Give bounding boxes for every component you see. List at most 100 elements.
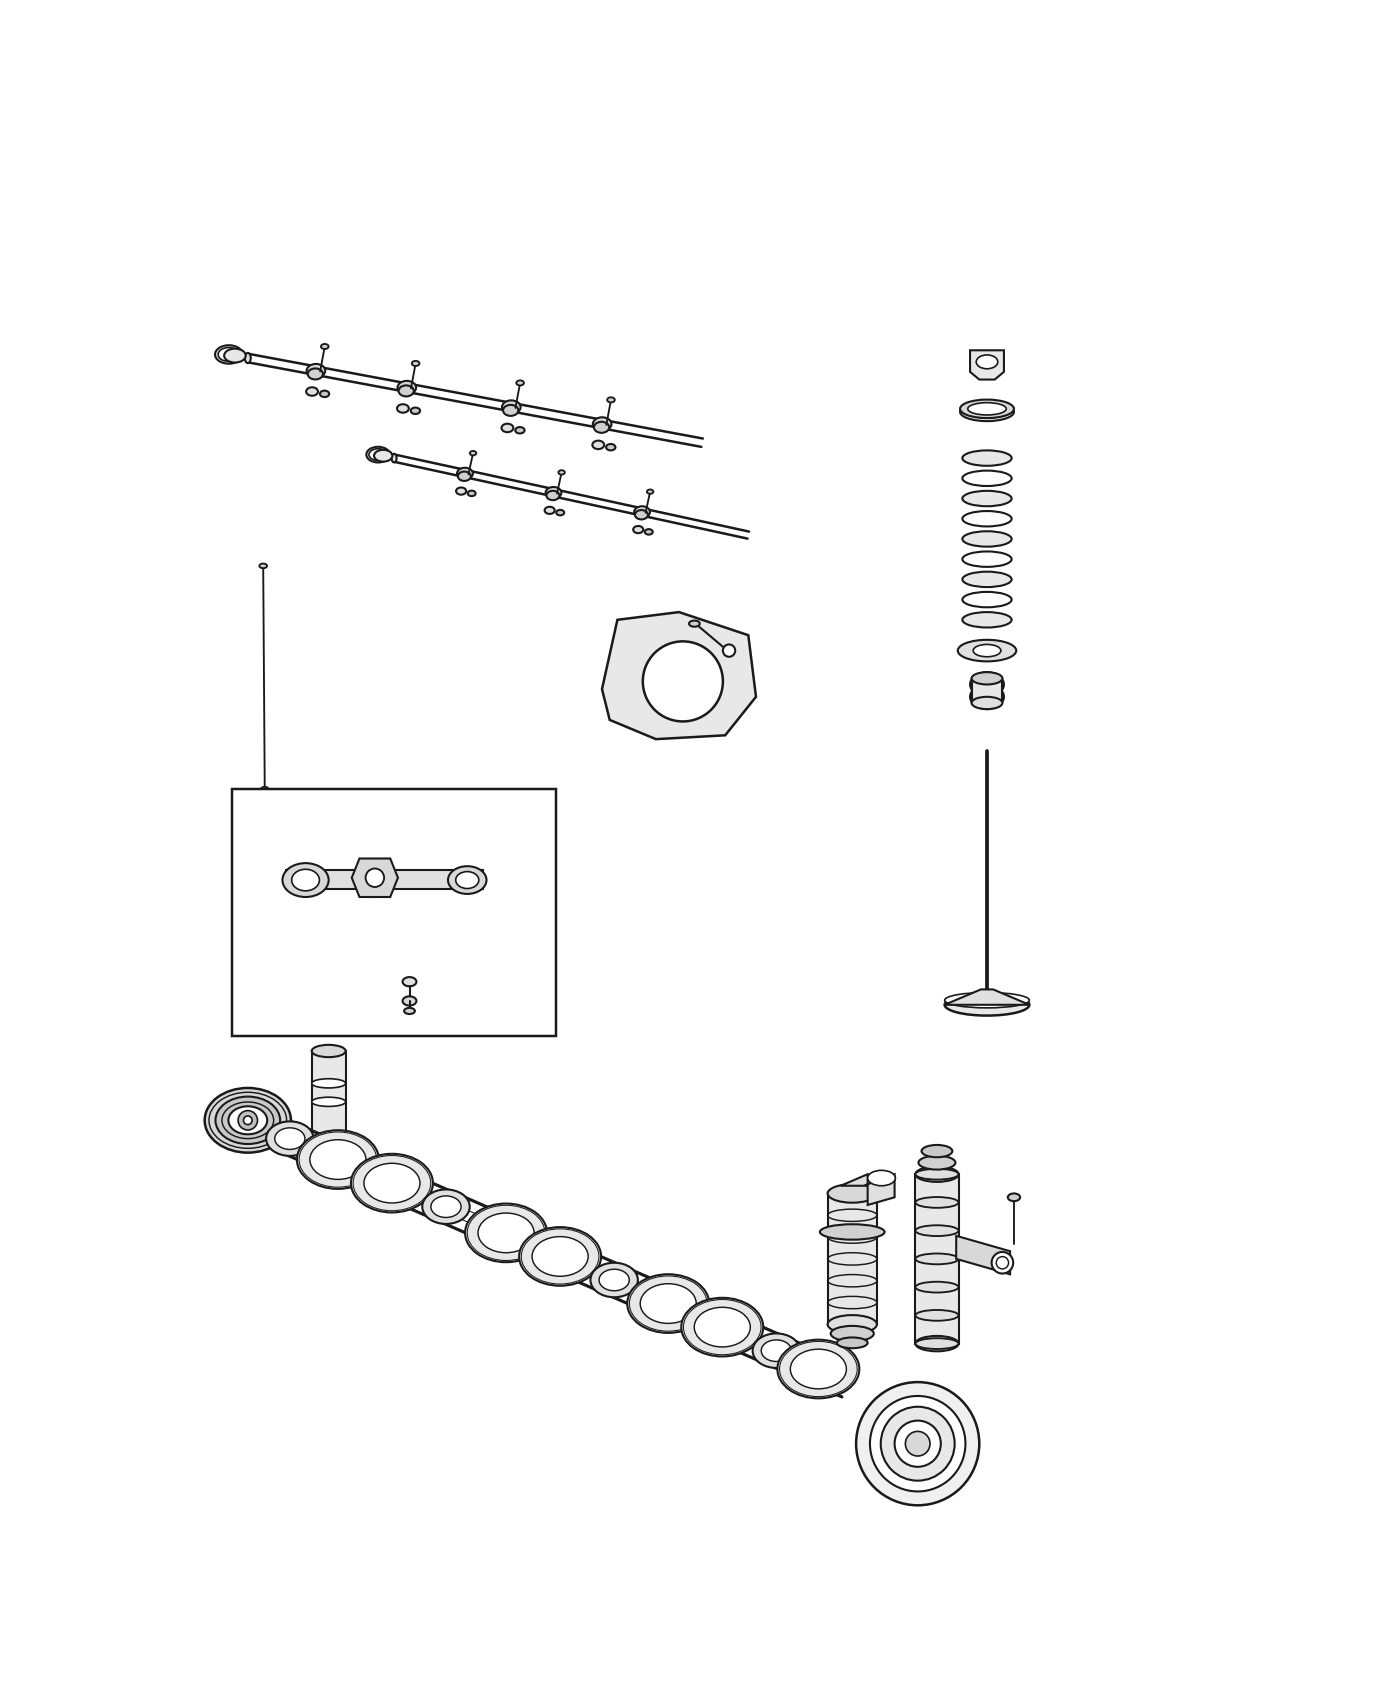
Ellipse shape (820, 1224, 885, 1239)
Polygon shape (945, 989, 1029, 1005)
Circle shape (323, 1163, 333, 1173)
Ellipse shape (958, 639, 1016, 661)
Ellipse shape (370, 449, 388, 461)
Ellipse shape (448, 867, 487, 894)
Ellipse shape (291, 869, 319, 891)
Polygon shape (351, 858, 398, 898)
Ellipse shape (594, 422, 609, 434)
Ellipse shape (545, 507, 554, 513)
Circle shape (358, 864, 392, 898)
Ellipse shape (1008, 1193, 1021, 1202)
Ellipse shape (477, 1214, 533, 1253)
Ellipse shape (392, 454, 396, 462)
Polygon shape (602, 612, 756, 740)
Ellipse shape (312, 1137, 346, 1149)
Polygon shape (972, 678, 1002, 704)
Ellipse shape (351, 1154, 433, 1212)
Ellipse shape (431, 1195, 461, 1217)
Ellipse shape (312, 1046, 346, 1057)
Ellipse shape (753, 1333, 799, 1368)
Ellipse shape (398, 405, 409, 413)
Ellipse shape (592, 416, 612, 430)
Ellipse shape (321, 343, 329, 348)
Ellipse shape (791, 1350, 847, 1389)
Ellipse shape (916, 1282, 959, 1292)
Ellipse shape (307, 364, 325, 377)
Ellipse shape (532, 1236, 588, 1277)
Ellipse shape (689, 620, 700, 627)
Circle shape (895, 1421, 941, 1467)
Ellipse shape (456, 468, 473, 479)
Ellipse shape (218, 347, 239, 362)
Polygon shape (287, 870, 483, 889)
Ellipse shape (972, 697, 1002, 709)
Ellipse shape (456, 872, 479, 889)
Circle shape (881, 1406, 955, 1481)
Circle shape (722, 644, 735, 656)
Ellipse shape (517, 381, 524, 386)
Ellipse shape (410, 408, 420, 415)
Ellipse shape (962, 512, 1012, 527)
Ellipse shape (274, 1127, 305, 1149)
Ellipse shape (412, 360, 420, 366)
Ellipse shape (468, 491, 476, 496)
Ellipse shape (319, 391, 329, 398)
Ellipse shape (307, 388, 318, 396)
Ellipse shape (283, 864, 329, 898)
Ellipse shape (921, 1144, 952, 1158)
Ellipse shape (398, 381, 416, 394)
Ellipse shape (916, 1197, 959, 1207)
Ellipse shape (633, 525, 643, 534)
Ellipse shape (501, 423, 514, 432)
Ellipse shape (970, 672, 1004, 697)
Ellipse shape (762, 1340, 791, 1362)
Ellipse shape (960, 403, 1014, 422)
Ellipse shape (972, 695, 1002, 707)
Ellipse shape (777, 1340, 860, 1399)
Ellipse shape (918, 1156, 955, 1170)
Polygon shape (970, 350, 1004, 379)
Ellipse shape (309, 1139, 365, 1180)
Ellipse shape (260, 787, 269, 792)
Ellipse shape (403, 996, 416, 1006)
Ellipse shape (503, 401, 521, 413)
Ellipse shape (216, 345, 242, 364)
Ellipse shape (315, 1161, 343, 1176)
Ellipse shape (967, 406, 1007, 418)
Circle shape (238, 1110, 258, 1131)
Ellipse shape (916, 1336, 959, 1352)
Ellipse shape (312, 1146, 346, 1168)
Ellipse shape (682, 1297, 763, 1357)
Ellipse shape (640, 1284, 696, 1323)
Circle shape (643, 641, 722, 721)
Ellipse shape (228, 1107, 267, 1134)
Ellipse shape (945, 994, 1029, 1015)
Polygon shape (827, 1193, 876, 1324)
Ellipse shape (367, 447, 389, 462)
Ellipse shape (962, 612, 1012, 627)
Ellipse shape (608, 398, 615, 403)
Circle shape (364, 869, 385, 891)
Ellipse shape (259, 564, 267, 568)
Ellipse shape (405, 1008, 414, 1013)
Ellipse shape (470, 450, 476, 456)
Ellipse shape (308, 369, 323, 379)
Polygon shape (956, 1236, 1011, 1275)
Ellipse shape (645, 529, 652, 534)
Ellipse shape (364, 1163, 420, 1204)
Ellipse shape (204, 1088, 291, 1153)
Circle shape (365, 869, 384, 887)
Ellipse shape (423, 1190, 470, 1224)
Ellipse shape (519, 1227, 601, 1285)
Ellipse shape (503, 405, 518, 416)
Ellipse shape (216, 1096, 280, 1144)
Ellipse shape (916, 1166, 959, 1181)
Ellipse shape (694, 1307, 750, 1346)
Ellipse shape (960, 400, 1014, 418)
Ellipse shape (827, 1185, 876, 1202)
Ellipse shape (465, 1204, 547, 1261)
Polygon shape (312, 1051, 346, 1144)
Ellipse shape (245, 354, 251, 364)
Ellipse shape (962, 592, 1012, 607)
Circle shape (997, 1256, 1008, 1268)
